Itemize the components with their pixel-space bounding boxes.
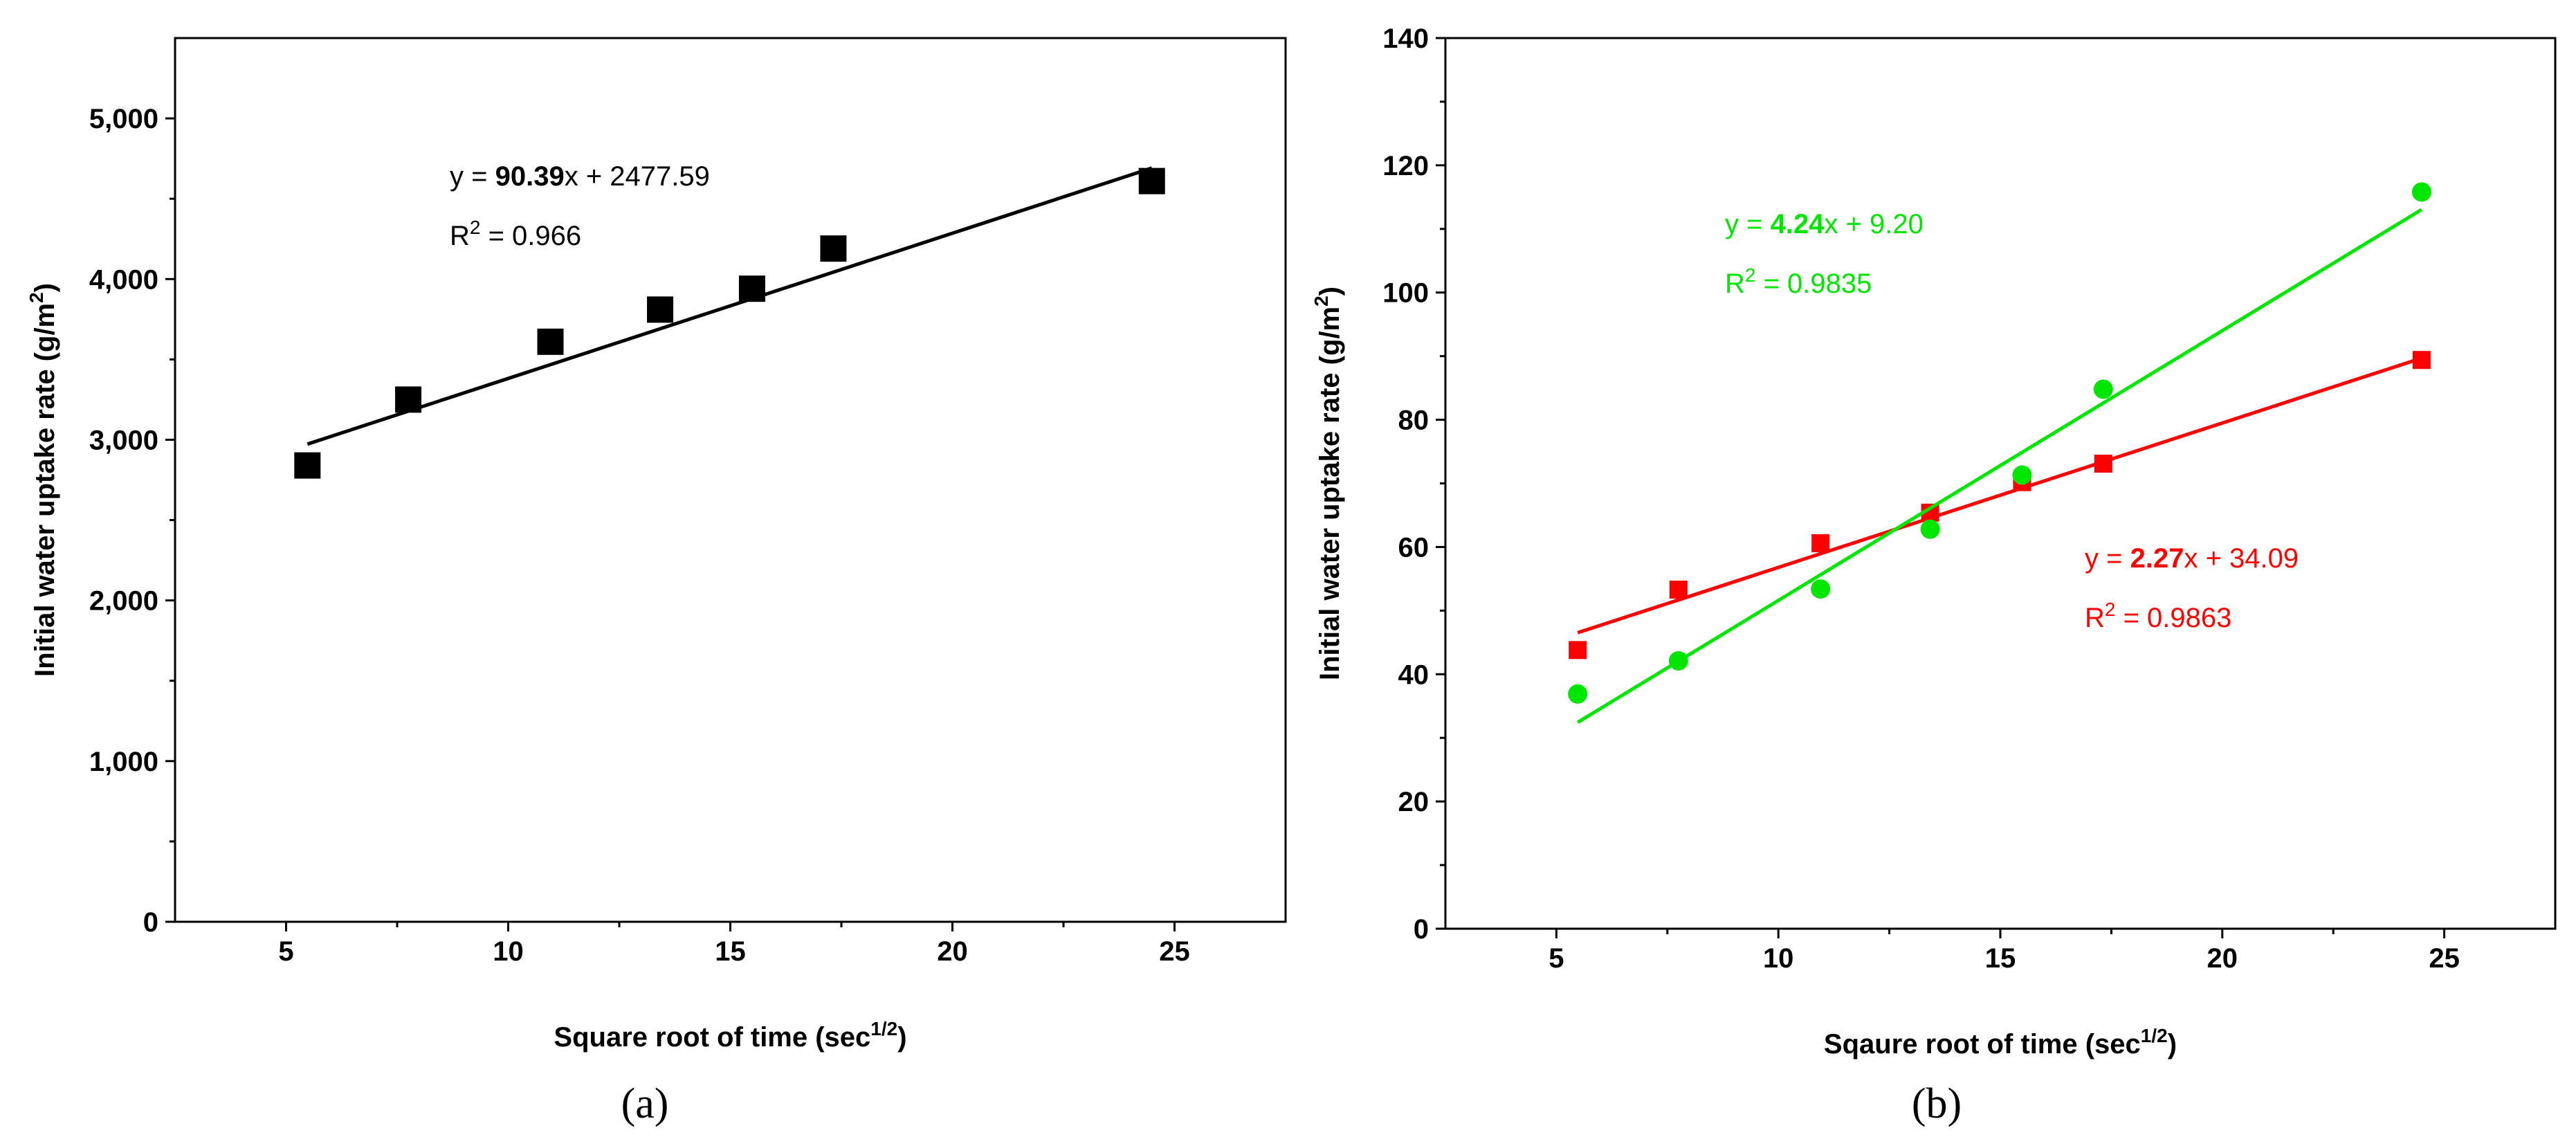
data-point-green <box>2411 182 2431 202</box>
data-point-data <box>1138 167 1165 194</box>
panel-caption: (b) <box>1912 1080 1962 1127</box>
x-tick-label: 5 <box>278 936 293 967</box>
y-tick-label: 4,000 <box>89 264 158 295</box>
data-point-green <box>2093 379 2113 399</box>
y-tick-label: 5,000 <box>89 104 158 134</box>
data-point-data <box>647 296 674 323</box>
y-tick-label: 1,000 <box>89 747 158 777</box>
x-tick-label: 25 <box>1159 936 1190 967</box>
plot-frame <box>174 37 1287 923</box>
data-point-data <box>537 328 564 355</box>
data-point-green <box>1568 684 1588 704</box>
x-tick-label: 10 <box>1763 943 1794 974</box>
fit-r-squared-data: R2 = 0.966 <box>450 217 581 251</box>
x-tick-label: 15 <box>715 936 746 967</box>
data-point-red <box>1669 581 1688 599</box>
x-axis-label: Square root of time (sec1/2) <box>554 1018 906 1053</box>
y-tick-label: 80 <box>1398 406 1429 436</box>
data-point-red <box>1811 534 1830 552</box>
y-tick-label: 140 <box>1382 24 1429 54</box>
chart-panel-b: 0 20 40 60 80 100 120 140 5 10 15 20 25 Sqaure root o… <box>1310 24 2557 1127</box>
y-axis-label: Initial water uptake rate (g/m2) <box>1310 286 1345 680</box>
y-tick-label: 60 <box>1398 532 1429 563</box>
y-tick-label: 20 <box>1398 787 1429 817</box>
data-point-data <box>738 275 765 302</box>
chart-panel-a: 0 1,000 2,000 3,000 4,000 5,000 5 10 15 20 25 Squar… <box>26 37 1287 1127</box>
x-tick-label: 5 <box>1549 943 1564 974</box>
fit-line-red <box>1577 356 2422 635</box>
y-tick-label: 0 <box>143 907 158 938</box>
data-point-red <box>2094 455 2112 473</box>
y-tick-label: 40 <box>1398 660 1429 690</box>
fit-r-squared-red: R2 = 0.9863 <box>2085 599 2231 633</box>
x-tick-label: 20 <box>937 936 968 967</box>
data-point-green <box>1920 519 1940 539</box>
fit-equation-red: y = 2.27x + 34.09 <box>2085 543 2299 574</box>
plot-frame <box>1444 37 2557 930</box>
data-point-red <box>2412 351 2431 370</box>
y-tick-label: 100 <box>1382 278 1429 309</box>
x-axis-label: Sqaure root of time (sec1/2) <box>1824 1025 2177 1059</box>
x-tick-label: 25 <box>2429 943 2460 974</box>
fit-equation-green: y = 4.24x + 9.20 <box>1725 209 1924 239</box>
data-point-green <box>2012 465 2032 485</box>
x-tick-label: 20 <box>2207 943 2238 974</box>
data-point-green <box>1668 651 1688 671</box>
data-point-red <box>1569 641 1587 660</box>
y-tick-label: 2,000 <box>89 586 158 617</box>
fit-r-squared-green: R2 = 0.9835 <box>1725 264 1872 299</box>
fit-line-green <box>1576 208 2423 724</box>
data-point-green <box>1811 579 1831 599</box>
data-point-data <box>294 452 321 479</box>
x-tick-label: 10 <box>493 936 524 967</box>
fit-line-data <box>307 166 1153 446</box>
x-tick-label: 15 <box>1985 943 2016 974</box>
panel-caption: (a) <box>621 1080 669 1127</box>
y-tick-label: 3,000 <box>89 425 158 455</box>
fit-equation-data: y = 90.39x + 2477.59 <box>450 161 710 192</box>
data-point-data <box>395 386 422 413</box>
data-point-data <box>820 235 847 262</box>
y-tick-label: 0 <box>1414 914 1429 945</box>
y-axis-label: Initial water uptake rate (g/m2) <box>26 283 60 677</box>
y-tick-label: 120 <box>1382 151 1429 181</box>
